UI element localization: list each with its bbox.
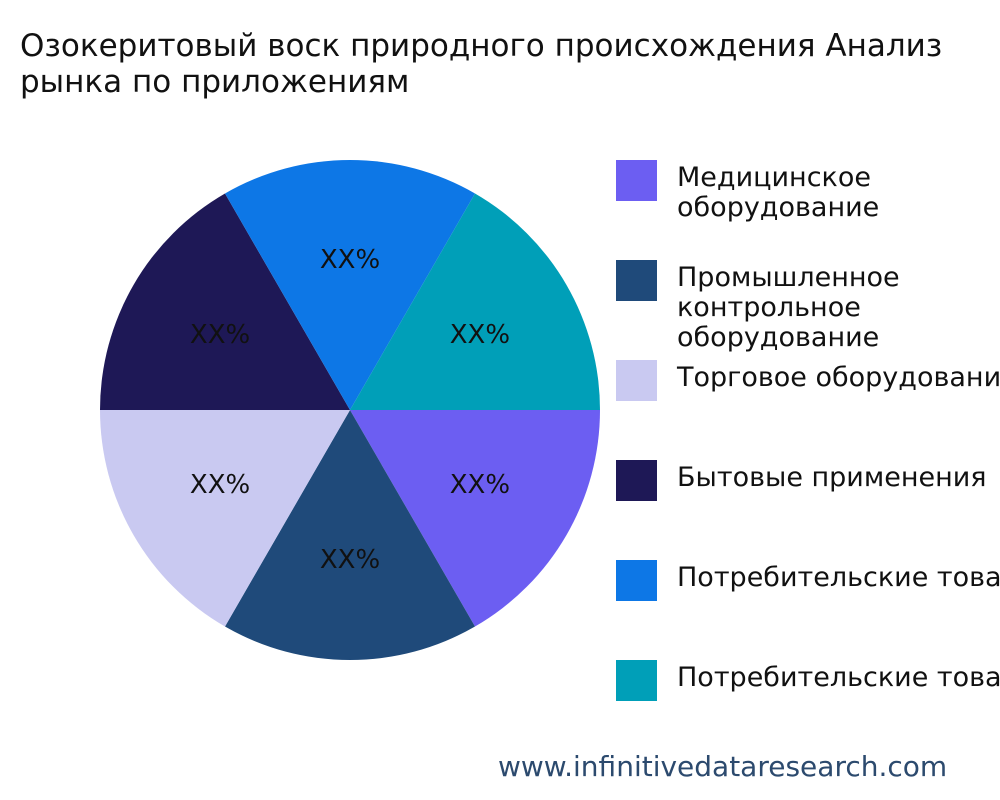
legend-label-6: Потребительские товары (677, 663, 1000, 693)
legend-item-3: Торговое оборудование (616, 360, 1000, 401)
legend-label-line: оборудование (677, 322, 880, 353)
pie-slice-4 (100, 193, 350, 410)
legend-swatch-1 (616, 160, 657, 201)
chart-title: Озокеритовый воск природного происхожден… (20, 28, 1000, 100)
pie-slice-6 (350, 193, 600, 410)
pie-slice-label-5: XX% (320, 245, 380, 275)
legend-item-4: Бытовые применения (616, 460, 987, 501)
pie-slice-label-1: XX% (450, 470, 510, 500)
chart-title-line-2: рынка по приложениям (20, 64, 410, 100)
pie-slice-label-2: XX% (320, 545, 380, 575)
pie-slice-label-6: XX% (450, 320, 510, 350)
legend-item-2: Промышленное контрольное оборудование (616, 260, 900, 353)
legend-label-line: оборудование (677, 192, 880, 223)
legend-label-4: Бытовые применения (677, 463, 987, 493)
legend-label-3: Торговое оборудование (677, 363, 1000, 393)
legend-label-line: Потребительские товары (677, 562, 1000, 593)
legend-item-5: Потребительские товары (616, 560, 1000, 601)
legend-label-2: Промышленное контрольное оборудование (677, 263, 900, 353)
legend-label-5: Потребительские товары (677, 563, 1000, 593)
legend-label-line: Торговое оборудование (677, 362, 1000, 393)
legend-swatch-5 (616, 560, 657, 601)
legend-swatch-6 (616, 660, 657, 701)
legend-swatch-2 (616, 260, 657, 301)
legend-label-1: Медицинское оборудование (677, 163, 879, 223)
chart-title-line-1: Озокеритовый воск природного происхожден… (20, 28, 943, 64)
pie-slice-3 (100, 410, 350, 627)
legend-item-1: Медицинское оборудование (616, 160, 879, 223)
pie-slice-5 (225, 160, 475, 410)
legend-label-line: Медицинское (677, 162, 871, 193)
pie-slice-label-3: XX% (190, 470, 250, 500)
legend-label-line: Промышленное (677, 262, 900, 293)
watermark: www.infinitivedataresearch.com (498, 750, 948, 783)
legend-item-6: Потребительские товары (616, 660, 1000, 701)
legend-label-line: Бытовые применения (677, 462, 987, 493)
pie-slice-label-4: XX% (190, 320, 250, 350)
legend-label-line: Потребительские товары (677, 662, 1000, 693)
pie-slices (100, 160, 600, 660)
pie-slice-2 (225, 410, 475, 660)
pie-slice-1 (350, 410, 600, 627)
legend-swatch-3 (616, 360, 657, 401)
legend-label-line: контрольное (677, 292, 861, 323)
legend-swatch-4 (616, 460, 657, 501)
pie-slice-labels: XX% XX% XX% XX% XX% XX% (190, 245, 510, 575)
